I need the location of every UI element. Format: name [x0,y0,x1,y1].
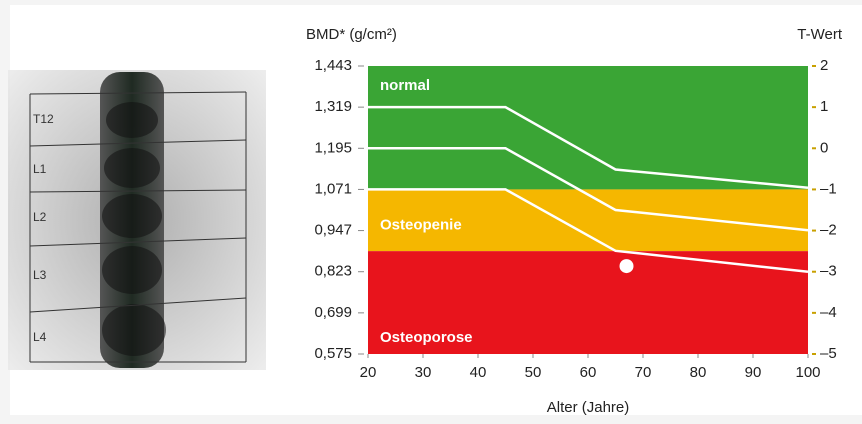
y2-tick-label: –4 [820,304,837,321]
vertebra-label: L1 [33,162,47,176]
y2-tick-label: –3 [820,263,837,280]
y2-axis-title: T-Wert [797,26,843,43]
vertebra-label: L3 [33,268,47,282]
zone [368,66,808,189]
y-tick-label: 0,699 [314,304,352,321]
patient-point [620,259,634,273]
y2-tick-label: –1 [820,180,837,197]
x-tick-label: 40 [470,364,487,381]
x-tick-label: 90 [745,364,762,381]
zone-label: Osteoporose [380,329,473,346]
y-tick-label: 0,823 [314,263,352,280]
x-tick-label: 70 [635,364,652,381]
page: BMD* (g/cm²) T-Wert Alter (Jahre) T12 L1 L… [0,0,862,424]
x-tick-label: 50 [525,364,542,381]
y-tick-label: 1,071 [314,180,352,197]
zone-label: Osteopenie [380,216,462,233]
y2-tick-label: 0 [820,139,828,156]
y-axis-title: BMD* (g/cm²) [306,26,397,43]
y2-tick-label: –5 [820,345,837,362]
x-tick-label: 20 [360,364,377,381]
x-axis-title: Alter (Jahre) [547,399,630,416]
vertebra-label: L4 [33,330,47,344]
y2-tick-label: 1 [820,98,828,115]
y-tick-label: 0,947 [314,222,352,239]
zone-label: normal [380,77,430,94]
x-tick-label: 60 [580,364,597,381]
x-tick-label: 30 [415,364,432,381]
vertebra-label: T12 [33,112,54,126]
y-tick-label: 1,195 [314,139,352,156]
vertebra-label: L2 [33,210,47,224]
y-tick-label: 1,443 [314,57,352,74]
y2-tick-label: 2 [820,57,828,74]
y2-tick-label: –2 [820,222,837,239]
x-tick-label: 80 [690,364,707,381]
x-tick-label: 100 [795,364,820,381]
y-tick-label: 1,319 [314,98,352,115]
y-tick-label: 0,575 [314,345,352,362]
